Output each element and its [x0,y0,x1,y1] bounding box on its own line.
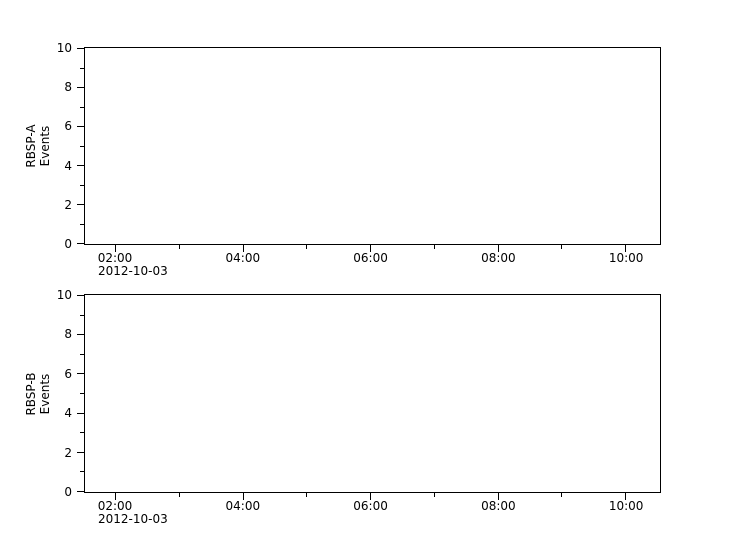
x-major-tick [497,244,499,252]
y-tick-label: 6 [64,119,72,134]
x-tick-label: 08:00 [481,499,516,513]
y-axis-label-line1: RBSP-B [24,371,38,416]
y-major-tick [77,373,85,375]
x-minor-tick [178,492,180,497]
y-tick-label: 0 [64,485,72,499]
x-major-tick [625,244,627,252]
y-major-tick [77,412,85,414]
x-minor-tick [561,244,563,249]
x-major-tick [114,492,116,500]
y-major-tick [77,48,85,49]
y-minor-tick [80,432,85,434]
x-tick-label: 10:00 [608,499,644,513]
y-major-tick [77,87,85,88]
x-tick-label: 04:00 [225,251,261,265]
y-tick-label: 2 [64,445,72,460]
x-tick-label: 06:00 [353,499,388,513]
x-axis-date-label: 2012-10-03 [98,264,168,278]
x-minor-tick [306,244,308,249]
x-tick-label: 02:00 [97,251,133,265]
x-minor-tick [433,492,435,497]
y-tick-label: 2 [64,197,72,212]
y-minor-tick [80,223,85,225]
y-minor-tick [80,145,85,147]
x-tick-label: 10:00 [608,251,644,265]
x-major-tick [370,244,372,252]
y-major-tick [77,204,85,205]
x-tick-label: 08:00 [481,251,516,265]
y-major-tick [77,451,85,453]
y-axis-label-line2: Events [38,125,52,167]
y-minor-tick [80,393,85,394]
x-major-tick [625,492,627,500]
y-axis-label-rbsp-a: RBSP-A Events [24,124,52,167]
y-major-tick [77,126,85,127]
x-major-tick [242,244,244,252]
y-minor-tick [80,184,85,186]
x-axis-date-label: 2012-10-03 [98,512,168,526]
y-tick-label: 6 [64,366,72,381]
y-tick-label: 10 [56,41,72,55]
y-minor-tick [80,314,85,316]
x-minor-tick [178,244,180,249]
x-major-tick [370,492,372,500]
y-tick-label: 0 [64,237,72,251]
y-tick-label: 8 [64,80,72,95]
x-major-tick [242,492,244,500]
plot-area-rbsp-b: RBSP-B Events 0 2 4 6 8 10 02:00 04:00 06:00 08:0… [24,288,661,526]
y-tick-label: 4 [64,406,72,421]
y-tick-label: 4 [64,158,72,173]
x-tick-label: 06:00 [353,251,388,265]
y-major-tick [77,491,85,492]
y-minor-tick [80,471,85,473]
x-major-tick [497,492,499,500]
x-tick-label: 04:00 [225,499,261,513]
y-major-tick [77,334,85,336]
y-major-tick [77,243,85,244]
y-axis-label-rbsp-b: RBSP-B Events [24,372,52,415]
x-minor-tick [561,492,563,497]
y-axis-label-line2: Events [38,373,52,414]
y-minor-tick [80,353,85,355]
y-tick-label: 10 [56,288,72,302]
x-minor-tick [433,244,435,249]
x-minor-tick [306,492,308,497]
y-tick-label: 8 [64,327,72,342]
x-tick-label: 02:00 [97,499,133,513]
y-axis-label-line1: RBSP-A [24,124,38,168]
plot-area-rbsp-a: RBSP-A Events 0 2 4 6 8 10 02:00 04:00 06:00 08:0… [24,41,661,278]
y-major-tick [77,165,85,166]
y-minor-tick [80,67,85,69]
x-major-tick [114,244,116,252]
y-major-tick [77,295,85,296]
y-minor-tick [80,106,85,108]
